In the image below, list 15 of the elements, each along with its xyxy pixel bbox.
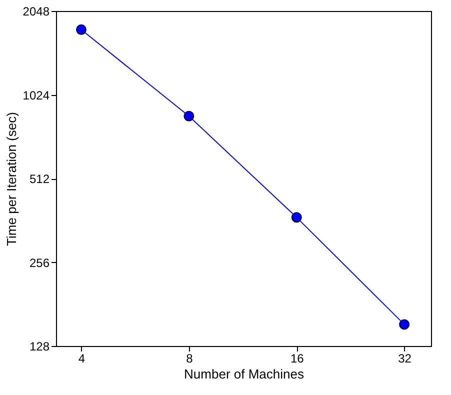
y-tick-label: 512 xyxy=(29,172,50,186)
point xyxy=(184,110,194,122)
x-axis-title: Number of Machines xyxy=(184,366,304,382)
x-tick-label: 4 xyxy=(78,352,86,366)
x-tick-label: 16 xyxy=(290,352,304,366)
point xyxy=(76,24,86,35)
y-tick-label: 256 xyxy=(29,256,50,270)
y-tick-label: 2048 xyxy=(22,4,50,18)
x-tick-label: 32 xyxy=(398,352,412,366)
y-tick-label: 1024 xyxy=(22,88,50,102)
x-tick-label: 8 xyxy=(186,352,194,366)
point xyxy=(399,319,410,330)
y-tick-label: 128 xyxy=(29,340,50,354)
y-axis-title: Time per Iteration (sec) xyxy=(4,112,19,246)
point xyxy=(291,212,302,223)
